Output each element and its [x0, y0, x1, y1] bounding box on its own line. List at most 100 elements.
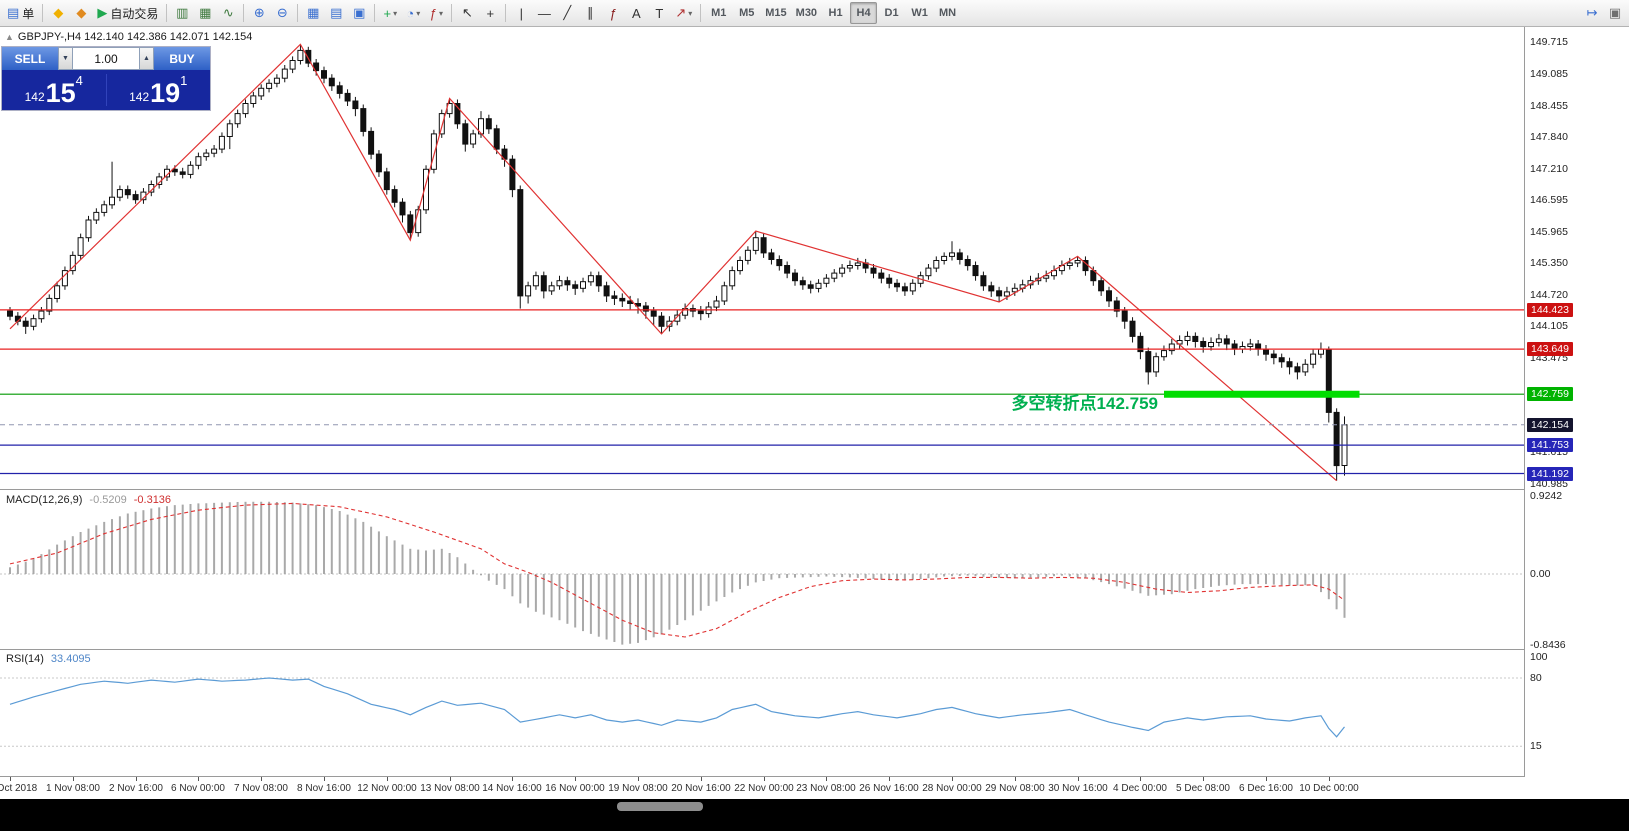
zoom-in-icon[interactable]: ⊕	[248, 2, 270, 24]
autotrading-button-label: 自动交易	[110, 6, 159, 21]
scrollbar-thumb[interactable]	[617, 802, 703, 811]
time-axis-tick	[450, 777, 451, 781]
trendline-icon-glyph: ╱	[563, 5, 572, 20]
volume-down-button[interactable]: ▼	[58, 47, 73, 70]
time-axis-label: 4 Dec 00:00	[1113, 783, 1167, 794]
timeframe-m30[interactable]: M30	[795, 7, 818, 19]
timeframe-d1[interactable]: D1	[884, 7, 899, 19]
new-order-button[interactable]: ▤ 单	[3, 2, 38, 24]
rsi-value: 33.4095	[50, 653, 91, 665]
time-axis-label: 1 Nov 08:00	[46, 783, 100, 794]
volume-input[interactable]: 1.00	[73, 47, 139, 70]
cursor-icon[interactable]: ↖	[456, 2, 478, 24]
zoom-out-icon-glyph: ⊖	[276, 5, 288, 20]
time-axis-label: 13 Nov 08:00	[420, 783, 480, 794]
fibonacci-icon[interactable]: ƒ	[602, 2, 624, 24]
hline-price-badge: 141.192	[1527, 467, 1573, 481]
time-axis-label: 20 Nov 16:00	[671, 783, 731, 794]
rsi-name: RSI(14)	[6, 653, 44, 665]
zoom-out-icon[interactable]: ⊖	[271, 2, 293, 24]
turning-point-annotation: 多空转折点142.759	[1012, 393, 1158, 413]
channel-icon[interactable]: ∥	[579, 2, 601, 24]
crosshair-icon[interactable]: +	[479, 2, 501, 24]
time-axis-tick	[889, 777, 890, 781]
horizontal-scrollbar[interactable]	[0, 799, 1629, 831]
price-axis[interactable]: 149.715 149.085 148.455 147.840 147.210 146.5…	[1524, 27, 1629, 777]
new-order-button-label: 单	[22, 6, 35, 21]
time-axis-tick	[1015, 777, 1016, 781]
new-chart-glyph: +	[383, 5, 392, 21]
buy-price[interactable]: 142 19 1	[107, 70, 211, 110]
label-icon[interactable]: T	[648, 2, 670, 24]
sell-price[interactable]: 142 15 4	[2, 70, 106, 110]
time-axis-tick	[575, 777, 576, 781]
timeframe-h1[interactable]: H1	[828, 7, 843, 19]
time-axis-label: 6 Dec 16:00	[1239, 783, 1293, 794]
macd-panel[interactable]	[0, 490, 1524, 649]
text-icon-glyph: A	[631, 5, 641, 21]
timeframe-m1[interactable]: M1	[711, 7, 727, 19]
time-axis-tick	[826, 777, 827, 781]
arrows-button[interactable]: ↗ ▾	[671, 2, 696, 24]
trendline-icon[interactable]: ╱	[556, 2, 578, 24]
period-button[interactable]: ◔ ▾	[402, 2, 424, 24]
panel-separator[interactable]	[0, 489, 1629, 490]
window-mode-icon[interactable]: ▣	[1604, 2, 1626, 24]
panel-separator[interactable]	[0, 649, 1629, 650]
axis-price-label: 140.985	[1530, 478, 1568, 490]
horizontal-line-icon-glyph: —	[537, 5, 551, 21]
toolbar-divider	[505, 4, 507, 22]
time-axis-tick	[136, 777, 137, 781]
sell-button[interactable]: SELL	[2, 47, 58, 70]
symbol-ohlc-text: GBPJPY-,H4 142.140 142.386 142.071 142.1…	[17, 31, 253, 43]
one-click-toggle-icon[interactable]: ▲	[5, 32, 14, 42]
fibonacci-icon-glyph: ƒ	[609, 5, 617, 21]
text-icon[interactable]: A	[625, 2, 647, 24]
axis-price-label: 147.210	[1530, 163, 1568, 175]
arrange-windows-icon[interactable]: ▣	[348, 2, 370, 24]
favorites-diamond-icon[interactable]: ◆	[70, 2, 92, 24]
new-order-glyph: ▤	[7, 5, 20, 20]
timeframe-h4[interactable]: H4	[850, 2, 878, 24]
timeframe-m15[interactable]: M15	[765, 7, 787, 19]
chart-shift-icon[interactable]: ↦	[1581, 2, 1603, 24]
volume-up-button[interactable]: ▲	[139, 47, 154, 70]
axis-price-label: 80	[1530, 672, 1542, 684]
timeframe-m5[interactable]: M5	[739, 7, 755, 19]
candlestick-chart-type-icon[interactable]: ▦	[194, 2, 216, 24]
buy-price-prefix: 142	[129, 90, 150, 104]
horizontal-line-icon[interactable]: —	[533, 2, 555, 24]
time-axis-label: 31 Oct 2018	[0, 783, 38, 794]
toolbar: ▤ 单 ◆ ◆ ▶ 自动交易 ▥ ▦ ∿ ⊕ ⊖ ▦ ▤ ▣ + ▾ ◔ ▾ ƒ ▾ ↖ + | — ╱ ∥ ƒ A T ↗ ▾ M1 M5 M1…	[0, 0, 1629, 27]
line-chart-type-icon[interactable]: ∿	[217, 2, 239, 24]
time-axis-label: 22 Nov 00:00	[734, 783, 794, 794]
price-chart[interactable]: 多空转折点142.759	[0, 27, 1524, 490]
tile-windows-icon[interactable]: ▦	[302, 2, 324, 24]
new-chart-button[interactable]: + ▾	[379, 2, 401, 24]
timeframe-mn[interactable]: MN	[939, 7, 957, 19]
rsi-panel[interactable]	[0, 650, 1524, 776]
time-axis-label: 30 Nov 16:00	[1048, 783, 1108, 794]
axis-price-label: 0.9242	[1530, 490, 1563, 502]
time-axis-tick	[10, 777, 11, 781]
one-click-trade-panel: SELL ▼ 1.00 ▲ BUY 142 15 4 142 19 1	[2, 47, 210, 110]
toolbar-divider	[166, 4, 168, 22]
vertical-line-icon[interactable]: |	[510, 2, 532, 24]
time-axis[interactable]: 31 Oct 2018 1 Nov 08:00 2 Nov 16:00 6 Nov 0…	[0, 777, 1629, 799]
sell-price-big: 15	[45, 78, 76, 109]
indicators-button[interactable]: ƒ ▾	[425, 2, 447, 24]
cursor-icon-glyph: ↖	[461, 5, 473, 20]
time-axis-label: 16 Nov 00:00	[545, 783, 605, 794]
time-axis-tick	[512, 777, 513, 781]
buy-button[interactable]: BUY	[154, 47, 210, 70]
chevron-down-icon: ▾	[416, 8, 421, 18]
macd-main-value: -0.5209	[89, 494, 127, 506]
autotrading-button[interactable]: ▶ 自动交易	[93, 2, 162, 24]
cascade-windows-icon[interactable]: ▤	[325, 2, 347, 24]
axis-price-label: 144.720	[1530, 289, 1568, 301]
axis-price-label: 145.965	[1530, 226, 1568, 238]
bars-chart-type-icon[interactable]: ▥	[171, 2, 193, 24]
timeframe-w1[interactable]: W1	[911, 7, 928, 19]
profile-diamond-icon[interactable]: ◆	[47, 2, 69, 24]
axis-price-label: 148.455	[1530, 100, 1568, 112]
